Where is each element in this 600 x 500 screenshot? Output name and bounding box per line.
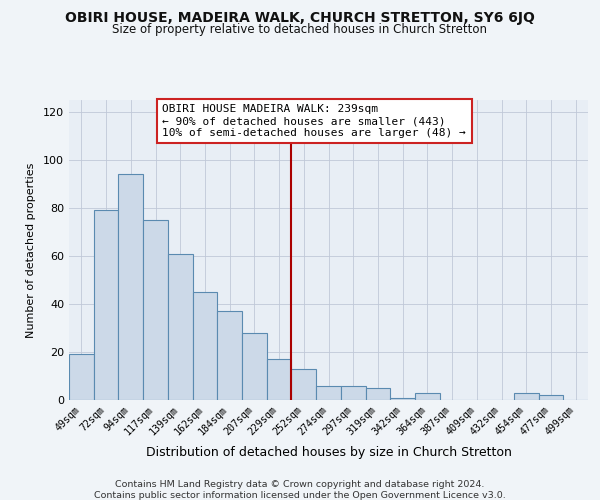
- Bar: [365, 388, 390, 400]
- Bar: [242, 333, 267, 400]
- Bar: [143, 220, 168, 400]
- Bar: [390, 398, 415, 400]
- X-axis label: Distribution of detached houses by size in Church Stretton: Distribution of detached houses by size …: [146, 446, 511, 458]
- Bar: [539, 395, 563, 400]
- Text: OBIRI HOUSE, MADEIRA WALK, CHURCH STRETTON, SY6 6JQ: OBIRI HOUSE, MADEIRA WALK, CHURCH STRETT…: [65, 11, 535, 25]
- Bar: [168, 254, 193, 400]
- Bar: [69, 354, 94, 400]
- Text: Size of property relative to detached houses in Church Stretton: Size of property relative to detached ho…: [113, 23, 487, 36]
- Bar: [94, 210, 118, 400]
- Bar: [118, 174, 143, 400]
- Text: OBIRI HOUSE MADEIRA WALK: 239sqm
← 90% of detached houses are smaller (443)
10% : OBIRI HOUSE MADEIRA WALK: 239sqm ← 90% o…: [163, 104, 466, 138]
- Bar: [193, 292, 217, 400]
- Bar: [415, 393, 440, 400]
- Bar: [267, 359, 292, 400]
- Bar: [217, 311, 242, 400]
- Text: Contains public sector information licensed under the Open Government Licence v3: Contains public sector information licen…: [94, 491, 506, 500]
- Bar: [316, 386, 341, 400]
- Bar: [341, 386, 365, 400]
- Text: Contains HM Land Registry data © Crown copyright and database right 2024.: Contains HM Land Registry data © Crown c…: [115, 480, 485, 489]
- Bar: [514, 393, 539, 400]
- Bar: [292, 369, 316, 400]
- Y-axis label: Number of detached properties: Number of detached properties: [26, 162, 36, 338]
